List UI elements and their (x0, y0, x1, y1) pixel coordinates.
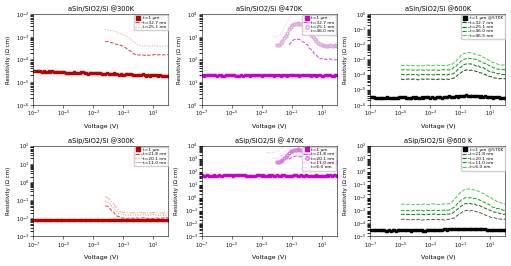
Y-axis label: Resistivity (Ω cm): Resistivity (Ω cm) (342, 35, 347, 84)
X-axis label: Voltage (V): Voltage (V) (84, 255, 118, 260)
Legend: t=1 μm @570K, t=21.8 nm, t=20.1 nm, t=11.0 nm, t=6.0 nm: t=1 μm @570K, t=21.8 nm, t=20.1 nm, t=11… (460, 147, 504, 171)
Y-axis label: Resistivity (Ω cm): Resistivity (Ω cm) (177, 35, 182, 84)
Title: aSin/SiO2/Si @300K: aSin/SiO2/Si @300K (68, 6, 134, 12)
Title: aSip/SiO2/Si @ 470K: aSip/SiO2/Si @ 470K (235, 137, 304, 144)
X-axis label: Voltage (V): Voltage (V) (252, 124, 287, 129)
Title: aSin/SiO2/Si @600K: aSin/SiO2/Si @600K (405, 6, 471, 12)
X-axis label: Voltage (V): Voltage (V) (84, 124, 118, 129)
Y-axis label: Resistivity (Ω cm): Resistivity (Ω cm) (174, 167, 179, 215)
Y-axis label: Resistivity (Ω cm): Resistivity (Ω cm) (342, 167, 347, 215)
Title: aSip/SiO2/Si @600 K: aSip/SiO2/Si @600 K (404, 137, 472, 144)
X-axis label: Voltage (V): Voltage (V) (252, 255, 287, 260)
Legend: t=1 μm, t=21.8 nm, t=20.1 nm, t=11.0 nm: t=1 μm, t=21.8 nm, t=20.1 nm, t=11.0 nm (134, 147, 168, 166)
X-axis label: Voltage (V): Voltage (V) (421, 255, 455, 260)
Legend: t=1 μm, t=32.7 nm, t=25.1 nm: t=1 μm, t=32.7 nm, t=25.1 nm (133, 15, 168, 30)
Legend: t=1 μm @570K, t=32.7 nm, t=25.1 nm, t=46.0 nm, t=46.5 nm: t=1 μm @570K, t=32.7 nm, t=25.1 nm, t=46… (460, 15, 504, 39)
Legend: t=1 μm, t=32.7 nm, t=25.1 nm, t=46.0 nm: t=1 μm, t=32.7 nm, t=25.1 nm, t=46.0 nm (302, 15, 336, 35)
X-axis label: Voltage (V): Voltage (V) (421, 124, 455, 129)
Title: aSin/SiO2/Si @470K: aSin/SiO2/Si @470K (236, 6, 303, 12)
Y-axis label: Resistivity (Ω cm): Resistivity (Ω cm) (6, 167, 11, 215)
Title: aSip/SiO2/Si @300K: aSip/SiO2/Si @300K (68, 137, 134, 144)
Y-axis label: Resistivity (Ω cm): Resistivity (Ω cm) (6, 35, 11, 84)
Legend: t=1 μm, t=21.8 nm, t=20.1 nm, t=11.0 nm, t=6.0 nm: t=1 μm, t=21.8 nm, t=20.1 nm, t=11.0 nm,… (302, 147, 336, 171)
